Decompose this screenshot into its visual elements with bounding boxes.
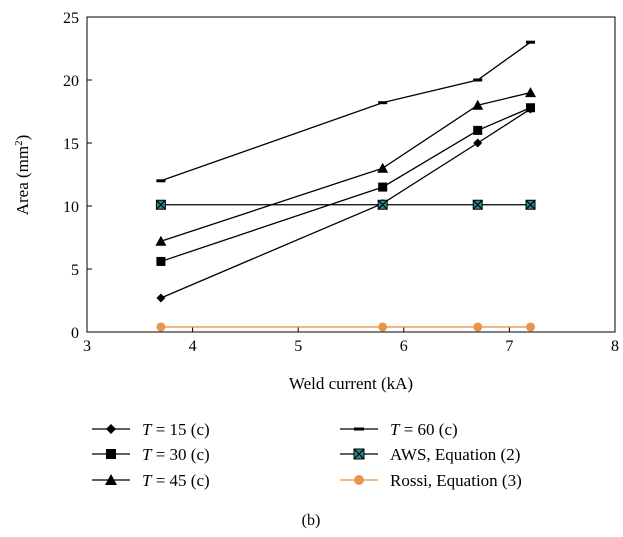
legend-label: T = 45 (c): [142, 471, 210, 490]
series-5: [155, 199, 536, 210]
legend-item: T = 15 (c): [92, 420, 210, 439]
x-square-marker-cross: [353, 448, 365, 460]
legend-label: T = 60 (c): [390, 420, 458, 439]
y-tick-label: 15: [63, 136, 79, 153]
x-tick-label: 7: [505, 338, 513, 355]
x-square-marker-cross: [155, 199, 166, 210]
plot-axes: 3 4 5 6 7 8 0 5 10 15 20 25: [63, 10, 619, 355]
y-axis-label-end: ): [13, 135, 32, 141]
legend-item: AWS, Equation (2): [340, 445, 520, 464]
dash-marker: [473, 78, 483, 82]
legend-item: T = 60 (c): [340, 420, 458, 439]
x-tick-label: 4: [189, 338, 197, 355]
square-marker: [156, 256, 166, 266]
legend-label-var: T: [390, 420, 401, 439]
y-axis-label-sup: 2: [13, 140, 25, 146]
y-tick-label: 10: [63, 199, 79, 216]
triangle-marker: [525, 87, 537, 98]
square-marker: [106, 449, 116, 459]
legend-label-text: = 60 (c): [399, 420, 457, 439]
legend-label-text: AWS, Equation (2): [390, 445, 520, 464]
x-square-marker-cross: [472, 199, 483, 210]
legend-label-text: = 30 (c): [151, 445, 209, 464]
legend-label: AWS, Equation (2): [390, 445, 520, 464]
series-line: [160, 108, 531, 299]
series-line: [160, 41, 531, 182]
x-tick-label: 3: [83, 338, 91, 355]
legend-label-var: T: [142, 420, 153, 439]
diamond-marker: [156, 293, 166, 303]
square-marker: [473, 125, 483, 135]
circle-marker: [354, 475, 364, 485]
square-marker: [526, 103, 536, 113]
plot-frame: [86, 16, 616, 333]
legend-label-var: T: [142, 471, 153, 490]
x-square-marker-cross: [377, 199, 388, 210]
y-tick-label: 25: [63, 10, 79, 27]
legend-label-text: = 45 (c): [151, 471, 209, 490]
legend-item: Rossi, Equation (3): [340, 471, 522, 490]
series-3: [155, 87, 537, 246]
x-axis-label: Weld current (kA): [289, 374, 413, 393]
triangle-marker: [105, 474, 117, 485]
legend-label-text: Rossi, Equation (3): [390, 471, 522, 490]
legend: T = 15 (c)T = 30 (c)T = 45 (c)T = 60 (c)…: [92, 420, 522, 490]
x-tick-label: 5: [294, 338, 302, 355]
legend-label: T = 30 (c): [142, 445, 210, 464]
figure-caption: (b): [302, 512, 321, 529]
dash-marker: [156, 179, 166, 183]
legend-label-var: T: [142, 445, 153, 464]
diamond-marker: [473, 138, 483, 148]
series-layer: [155, 40, 537, 332]
y-axis-label-main: Area (mm: [13, 146, 32, 215]
dash-marker: [526, 40, 536, 44]
legend-label: Rossi, Equation (3): [390, 471, 522, 490]
y-tick-label: 20: [63, 73, 79, 90]
y-tick-label: 0: [71, 325, 79, 342]
legend-label: T = 15 (c): [142, 420, 210, 439]
circle-marker: [526, 322, 536, 332]
circle-marker: [156, 322, 166, 332]
triangle-marker: [377, 162, 389, 173]
diamond-marker: [106, 424, 116, 434]
series-6: [156, 322, 536, 332]
x-square-marker-cross: [525, 199, 536, 210]
legend-item: T = 30 (c): [92, 445, 210, 464]
square-marker: [378, 182, 388, 192]
triangle-marker: [472, 99, 484, 110]
circle-marker: [473, 322, 483, 332]
circle-marker: [378, 322, 388, 332]
series-2: [156, 103, 536, 266]
dash-marker: [378, 101, 388, 105]
series-line: [160, 107, 531, 263]
y-axis-label: Area (mm2): [13, 135, 32, 216]
x-tick-label: 8: [611, 338, 619, 355]
triangle-marker: [155, 235, 167, 246]
legend-item: T = 45 (c): [92, 471, 210, 490]
series-4: [156, 40, 536, 183]
dash-marker: [354, 427, 364, 431]
x-tick-label: 6: [400, 338, 408, 355]
legend-label-text: = 15 (c): [151, 420, 209, 439]
y-tick-label: 5: [71, 262, 79, 279]
